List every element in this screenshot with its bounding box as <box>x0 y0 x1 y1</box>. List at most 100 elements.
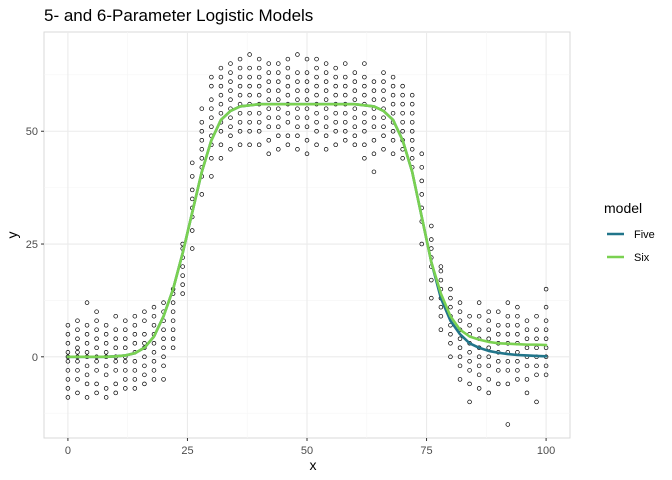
data-point <box>132 386 138 391</box>
data-point <box>371 115 377 120</box>
data-point <box>304 70 310 75</box>
data-point <box>543 304 549 310</box>
model-curves <box>66 102 548 359</box>
data-point <box>256 74 262 80</box>
data-point <box>247 128 252 134</box>
data-point <box>515 377 520 382</box>
data-point <box>228 61 233 66</box>
data-point <box>543 363 549 369</box>
data-point <box>314 92 319 98</box>
data-point <box>228 147 233 152</box>
data-point <box>323 147 329 152</box>
data-point <box>247 52 252 57</box>
data-point <box>343 74 348 80</box>
data-point <box>362 92 367 98</box>
data-point <box>486 377 491 382</box>
data-point <box>515 322 520 328</box>
data-point <box>276 115 281 120</box>
x-tick-label: 0 <box>65 445 71 457</box>
data-point <box>161 345 166 351</box>
data-point <box>515 331 520 337</box>
data-point <box>524 363 530 369</box>
data-point <box>457 345 463 351</box>
legend: model Five Six <box>604 200 655 264</box>
data-point <box>314 110 319 116</box>
data-point <box>276 61 281 66</box>
data-point <box>161 377 166 382</box>
data-point <box>457 363 463 369</box>
data-point <box>438 268 444 274</box>
data-point <box>476 363 482 369</box>
data-point <box>113 390 118 396</box>
data-point <box>457 300 463 305</box>
data-point <box>161 336 166 342</box>
data-point <box>314 142 319 148</box>
data-point <box>362 110 367 116</box>
data-point <box>390 83 396 89</box>
data-point <box>123 368 128 373</box>
data-point <box>496 368 501 373</box>
data-point <box>333 92 338 98</box>
data-point <box>84 341 90 346</box>
data-point <box>400 156 405 161</box>
x-tick-label: 50 <box>301 445 313 457</box>
data-point <box>75 359 80 364</box>
data-point <box>132 313 138 319</box>
data-point <box>352 97 358 102</box>
data-point <box>285 133 291 139</box>
data-point <box>467 381 472 387</box>
data-point <box>448 354 453 360</box>
data-point <box>276 97 281 102</box>
data-point <box>467 322 472 328</box>
data-point <box>381 97 386 102</box>
data-point <box>209 83 214 89</box>
data-point <box>266 106 271 111</box>
data-point <box>218 110 224 116</box>
x-axis-title: x <box>310 457 317 473</box>
data-point <box>534 372 539 378</box>
data-point <box>199 192 205 197</box>
data-point <box>448 286 453 292</box>
data-point <box>94 390 99 396</box>
data-point <box>285 92 291 98</box>
data-point <box>438 264 444 269</box>
data-point <box>534 399 539 405</box>
data-point <box>266 115 271 120</box>
data-point <box>209 156 214 161</box>
data-point <box>199 156 205 161</box>
data-point <box>323 70 329 75</box>
data-point <box>276 133 281 139</box>
data-point <box>371 124 377 129</box>
data-point <box>352 115 358 120</box>
data-point <box>486 309 491 314</box>
data-point <box>247 92 252 98</box>
data-point <box>161 363 166 369</box>
data-point <box>247 83 252 89</box>
data-point <box>400 128 405 134</box>
data-point <box>390 110 396 116</box>
curve-six <box>66 102 548 359</box>
data-point <box>123 377 128 382</box>
data-point <box>113 327 118 332</box>
data-point <box>256 56 262 62</box>
legend-title: model <box>604 200 642 216</box>
data-point <box>113 381 118 387</box>
data-point <box>295 147 300 152</box>
data-point <box>323 79 329 84</box>
data-point <box>486 390 491 396</box>
data-point <box>189 187 195 193</box>
data-point <box>84 300 90 305</box>
data-point <box>304 106 310 111</box>
data-point <box>524 336 530 342</box>
data-point <box>65 386 71 391</box>
data-point <box>218 128 224 134</box>
data-point <box>323 115 329 120</box>
data-point <box>266 97 271 102</box>
data-point <box>476 372 482 378</box>
data-point <box>515 304 520 310</box>
data-point <box>132 322 138 328</box>
data-point <box>276 106 281 111</box>
data-point <box>534 327 539 332</box>
data-point <box>390 128 396 134</box>
data-point <box>543 372 549 378</box>
